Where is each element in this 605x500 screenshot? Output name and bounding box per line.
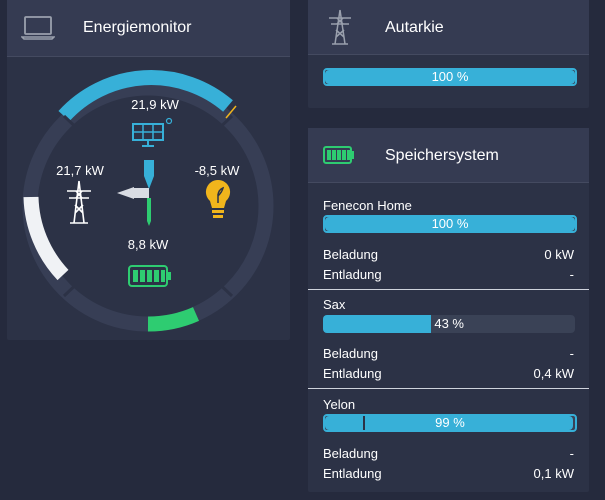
- storage-system-title: Speichersystem: [385, 147, 499, 164]
- storage-system-card: Speichersystem Fenecon Home 100 % Beladu…: [308, 128, 589, 492]
- charge-label: Beladung: [323, 446, 378, 461]
- production-value: 21,9 kW: [131, 97, 179, 112]
- storage-progress-bar: 43 %: [323, 315, 575, 333]
- charge-value: -: [569, 346, 574, 361]
- discharge-label: Entladung: [323, 366, 382, 381]
- storage-progress-fill: [325, 217, 575, 231]
- storage-progress-fill: [325, 416, 573, 430]
- storage-name-yelon: Yelon: [323, 397, 356, 412]
- production-arc: [58, 70, 233, 122]
- storage-value: 8,8 kW: [128, 237, 169, 252]
- energy-monitor-title: Energiemonitor: [83, 19, 192, 36]
- discharge-value: -: [569, 267, 574, 282]
- divider: [308, 388, 589, 389]
- storage-system-header[interactable]: Speichersystem: [308, 128, 589, 183]
- flow-arrows: [117, 160, 154, 226]
- storage-progress-text: 43 %: [434, 316, 464, 331]
- charge-value: 0 kW: [544, 247, 574, 262]
- battery-icon: [128, 265, 171, 287]
- discharge-label: Entladung: [323, 466, 382, 481]
- autarchy-progress-text: 100 %: [431, 69, 469, 84]
- storage-progress-text: 99 %: [435, 415, 465, 430]
- storage-progress-marker: [363, 416, 365, 430]
- storage-progress-fill: [323, 315, 432, 333]
- discharge-value: 0,1 kW: [533, 466, 574, 481]
- power-pylon-icon: [67, 180, 91, 224]
- solar-panel-icon: [132, 117, 173, 147]
- discharge-label: Entladung: [323, 267, 382, 282]
- consumption-tick: [225, 105, 237, 119]
- battery-icon: [323, 146, 355, 169]
- grid-arc: [23, 196, 69, 281]
- autarchy-progress-fill: [325, 70, 575, 84]
- charge-label: Beladung: [323, 346, 378, 361]
- storage-progress-bar: 100 %: [323, 215, 577, 233]
- consumption-value: -8,5 kW: [195, 163, 241, 178]
- divider: [308, 289, 589, 290]
- discharge-value: 0,4 kW: [533, 366, 574, 381]
- autarchy-header[interactable]: Autarkie: [308, 0, 589, 55]
- storage-arc: [147, 307, 200, 332]
- charge-label: Beladung: [323, 247, 378, 262]
- autarchy-title: Autarkie: [385, 19, 444, 36]
- autarchy-card: Autarkie 100 %: [308, 0, 589, 108]
- lightbulb-icon: [205, 179, 231, 218]
- power-pylon-icon: [326, 9, 354, 50]
- storage-name-sax: Sax: [323, 297, 346, 312]
- storage-progress-text: 100 %: [431, 216, 469, 231]
- grid-value: 21,7 kW: [56, 163, 104, 178]
- energy-monitor-header[interactable]: Energiemonitor: [7, 0, 290, 57]
- storage-name-fenecon-home: Fenecon Home: [323, 198, 412, 213]
- autarchy-progress-bar: 100 %: [323, 68, 577, 86]
- energy-flow-diagram[interactable]: 21,9 kW 21,7 kW -8,5 kW: [7, 56, 290, 340]
- energy-monitor-card: Energiemonitor 21,9 kW 21,7 kW: [7, 0, 290, 340]
- storage-progress-bar: 99 %: [323, 414, 577, 432]
- charge-value: -: [569, 446, 574, 461]
- laptop-icon: [20, 15, 56, 46]
